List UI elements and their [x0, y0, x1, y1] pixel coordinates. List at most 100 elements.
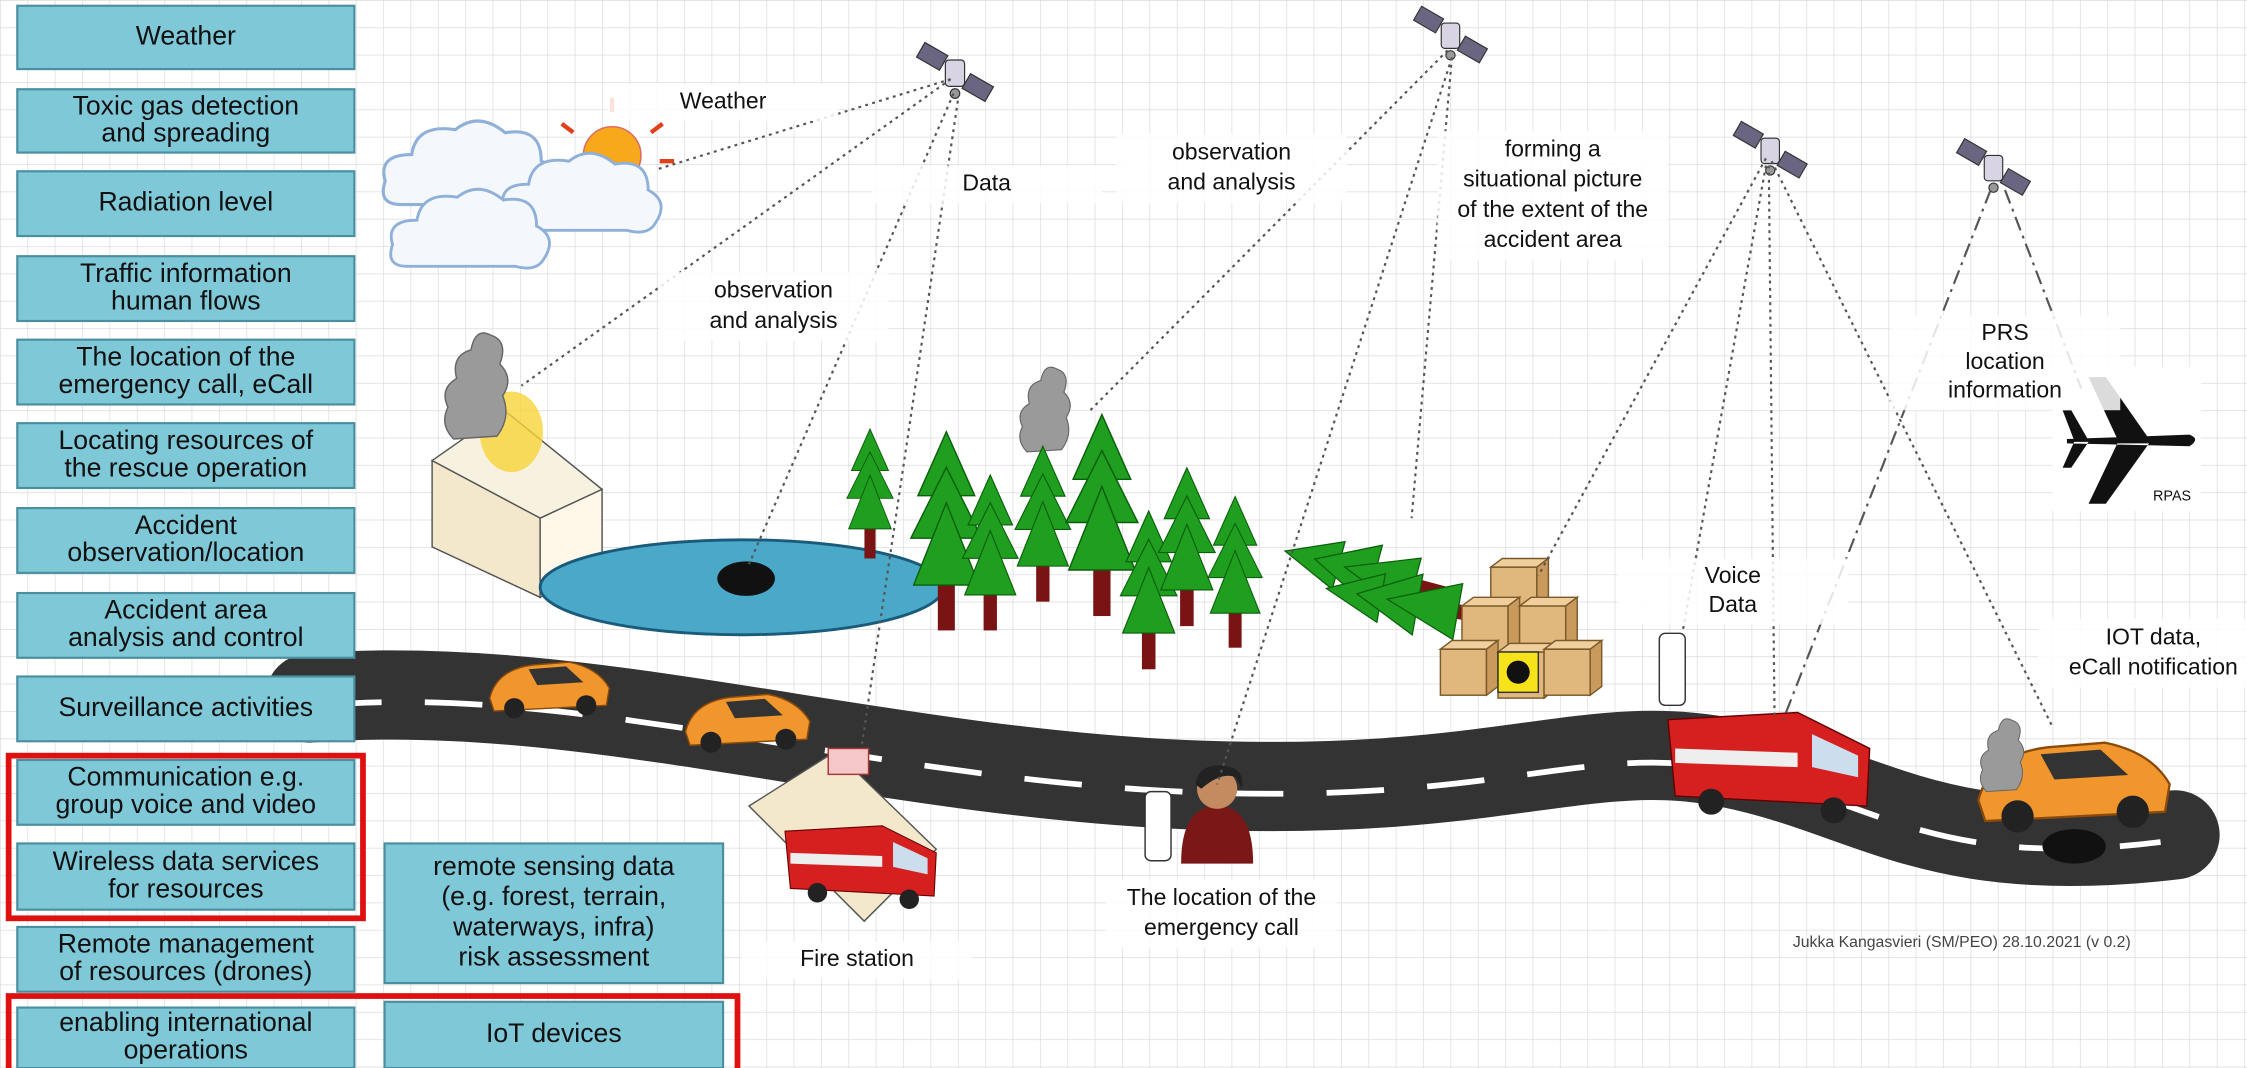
label-line: Remote management — [58, 929, 315, 959]
label-line: Traffic information — [80, 258, 292, 288]
box — [16, 842, 356, 911]
label-line: and analysis — [1168, 169, 1296, 195]
label-line: The location of the — [76, 341, 295, 371]
label-line: emergency call, eCall — [58, 369, 313, 399]
label-line: Toxic gas detection — [73, 90, 300, 120]
scene-label: IOT data, eCall notification — [2038, 618, 2247, 689]
label-line: Data — [1708, 591, 1757, 617]
scene-illustration — [265, 5, 2220, 923]
label-background — [1437, 130, 1668, 261]
oil-spill — [717, 561, 775, 596]
label-line: of resources (drones) — [59, 956, 312, 986]
box — [16, 675, 356, 743]
fire-station — [747, 747, 938, 923]
capability-box: Communication e.g.group voice and video — [16, 758, 356, 826]
box — [383, 842, 725, 985]
box — [16, 338, 356, 406]
label-line: Weather — [136, 20, 236, 50]
road — [265, 650, 2220, 887]
oil-spill — [2042, 829, 2106, 864]
label-line: PRS — [1981, 319, 2028, 345]
label-line: information — [1948, 377, 2062, 403]
label-line: observation — [714, 277, 833, 303]
box — [16, 507, 356, 574]
label-line: Voice — [1705, 562, 1761, 588]
scene-label: RPAS — [2153, 488, 2191, 504]
label-line: Accident — [135, 510, 238, 540]
label-line: Radiation level — [98, 187, 273, 217]
box — [16, 1006, 356, 1068]
label-background — [1889, 315, 2121, 411]
label-line: for resources — [108, 873, 263, 903]
label-background — [2038, 618, 2247, 689]
label-line: Accident area — [104, 595, 267, 625]
scene-label: Fire station — [741, 941, 973, 979]
phone — [1658, 632, 1686, 707]
label-line: emergency call — [1144, 914, 1299, 940]
label-line: Weather — [680, 87, 767, 113]
label-line: Communication e.g. — [67, 762, 304, 792]
label-line: enabling international — [59, 1007, 312, 1037]
capability-box: Surveillance activities — [16, 675, 356, 743]
label-line: remote sensing data — [433, 851, 675, 881]
label-line: Locating resources of — [58, 425, 313, 455]
label-line: The location of the — [1127, 884, 1316, 910]
label-background — [1617, 558, 1849, 625]
label-background — [658, 272, 889, 342]
label-line: human flows — [111, 285, 261, 315]
label-line: the rescue operation — [64, 452, 307, 482]
box — [16, 758, 356, 826]
box — [383, 1000, 725, 1068]
label-background — [1106, 879, 1337, 949]
label-line: Fire station — [800, 945, 914, 971]
label-line: observation/location — [67, 537, 304, 567]
road-marking — [323, 699, 2161, 852]
box — [16, 88, 356, 154]
label-line: location — [1965, 348, 2044, 374]
highlight-frame — [5, 752, 366, 922]
box — [16, 170, 356, 238]
box — [16, 4, 356, 71]
label-line: Data — [962, 169, 1011, 195]
label-line: waterways, infra) — [452, 911, 654, 941]
scene-label: observation and analysis — [1116, 133, 1347, 203]
hazard-crates — [1439, 557, 1603, 699]
label-line: operations — [124, 1034, 248, 1064]
person — [1144, 765, 1254, 864]
highlight-frame — [5, 993, 741, 1068]
box — [16, 422, 356, 490]
capability-box: Weather — [16, 4, 356, 71]
scene-label: forming a situational picture of the exten… — [1437, 130, 1668, 261]
label-line: analysis and control — [68, 622, 303, 652]
box — [16, 925, 356, 993]
label-line: and spreading — [101, 118, 270, 148]
label-line: risk assessment — [458, 942, 650, 972]
label-line: RPAS — [2153, 488, 2191, 504]
label-line: eCall notification — [2069, 654, 2238, 680]
scene-label: Data — [871, 165, 1102, 203]
label-line: observation — [1172, 138, 1291, 164]
capability-box: Radiation level — [16, 170, 356, 238]
label-line: accident area — [1484, 226, 1622, 252]
label-line: Surveillance activities — [58, 692, 313, 722]
label-line: of the extent of the — [1457, 196, 1648, 222]
data-links — [520, 49, 2054, 785]
label-line: IoT devices — [486, 1018, 622, 1048]
label-line: Wireless data services — [53, 846, 319, 876]
label-line: (e.g. forest, terrain, — [441, 881, 666, 911]
capability-box: IoT devices — [383, 1000, 725, 1068]
label-background — [1116, 133, 1347, 203]
scene-label: Weather — [607, 83, 839, 121]
label-background — [871, 165, 1102, 203]
box — [16, 591, 356, 659]
